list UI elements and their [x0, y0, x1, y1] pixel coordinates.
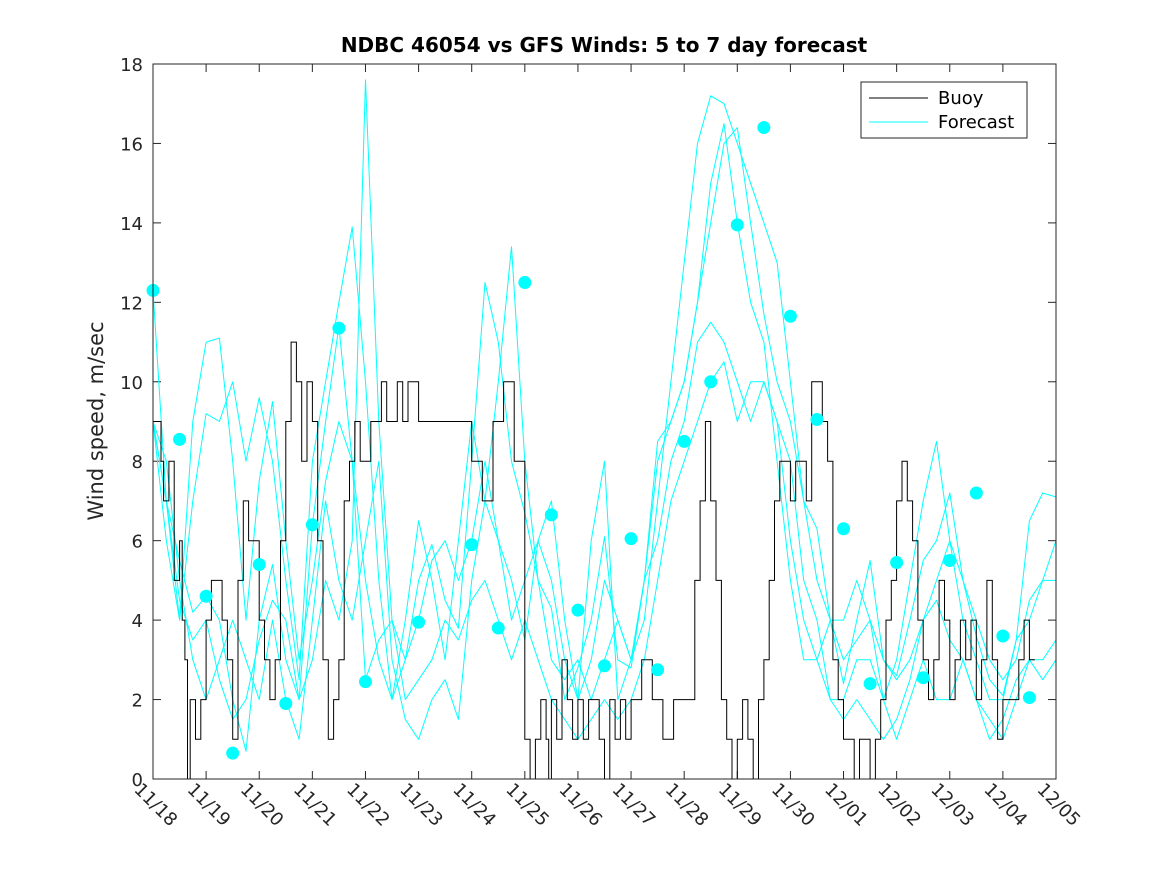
forecast-marker: [757, 121, 771, 135]
forecast-marker: [943, 554, 957, 568]
forecast-marker: [226, 746, 240, 760]
forecast-marker: [173, 432, 187, 446]
y-tick-label: 12: [120, 293, 143, 314]
legend: Buoy Forecast: [860, 81, 1028, 139]
y-tick-label: 4: [132, 611, 143, 632]
y-axis-label: Wind speed, m/sec: [84, 321, 108, 520]
forecast-marker: [677, 434, 691, 448]
y-tick-label: 14: [120, 214, 143, 235]
forecast-marker: [279, 697, 293, 711]
forecast-marker: [544, 508, 558, 522]
legend-forecast-label: Forecast: [938, 112, 1014, 133]
y-tick-label: 2: [132, 691, 143, 712]
y-tick-label: 16: [120, 134, 143, 155]
forecast-marker: [571, 603, 585, 617]
y-tick-label: 18: [120, 55, 143, 76]
forecast-marker: [996, 629, 1010, 643]
y-tick-label: 0: [132, 770, 143, 791]
forecast-marker: [199, 589, 213, 603]
y-axis: 0 2 4 6 8 10 12 14 16 18: [120, 55, 143, 791]
forecast-marker: [810, 413, 824, 427]
forecast-marker: [358, 675, 372, 689]
forecast-marker: [491, 621, 505, 635]
legend-box: [860, 81, 1028, 139]
forecast-marker: [837, 522, 851, 536]
forecast-marker: [730, 218, 744, 232]
axes-box: [152, 63, 1057, 780]
forecast-marker: [412, 615, 426, 629]
forecast-marker: [863, 677, 877, 691]
forecast-marker: [651, 663, 665, 677]
forecast-run-line: [152, 321, 1057, 740]
forecast-marker: [890, 556, 904, 570]
forecast-marker: [518, 275, 532, 289]
legend-buoy-label: Buoy: [938, 88, 984, 109]
forecast-marker: [969, 486, 983, 500]
forecast-run-line: [152, 95, 1056, 701]
y-tick-label: 8: [132, 452, 143, 473]
forecast-marker: [598, 659, 611, 673]
series-layer: [146, 79, 1057, 780]
forecast-marker: [624, 532, 638, 546]
forecast-marker: [305, 518, 319, 532]
y-tick-label: 10: [120, 373, 143, 394]
forecast-marker: [252, 558, 266, 571]
forecast-marker: [783, 309, 797, 323]
forecast-marker: [332, 321, 346, 335]
forecast-marker: [704, 375, 718, 389]
y-tick-label: 6: [132, 532, 143, 553]
forecast-run-line: [152, 79, 1057, 740]
forecast-marker: [1022, 691, 1036, 705]
chart-title: NDBC 46054 vs GFS Winds: 5 to 7 day fore…: [341, 33, 868, 57]
forecast-marker: [916, 671, 930, 685]
buoy-series-line: [153, 341, 1035, 780]
forecast-run-line: [152, 127, 1057, 752]
forecast-marker: [465, 538, 479, 552]
